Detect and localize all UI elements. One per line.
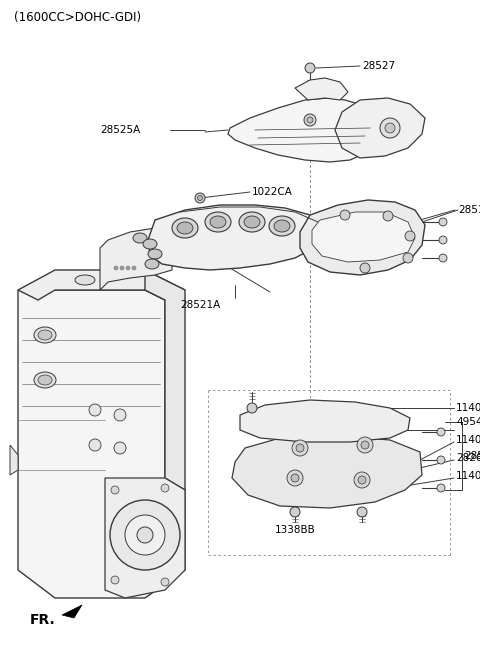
Circle shape [296,444,304,452]
Ellipse shape [38,330,52,340]
Circle shape [195,193,205,203]
Polygon shape [240,400,410,442]
Circle shape [114,266,118,270]
Ellipse shape [239,212,265,232]
Ellipse shape [34,327,56,343]
Polygon shape [145,270,185,490]
Text: 28265: 28265 [456,453,480,463]
Circle shape [89,404,101,416]
Ellipse shape [274,220,290,232]
Circle shape [357,437,373,453]
Polygon shape [228,98,388,162]
Ellipse shape [244,216,260,228]
Text: 28527S: 28527S [464,451,480,461]
Circle shape [287,470,303,486]
Circle shape [120,266,124,270]
Text: (1600CC>DOHC-GDI): (1600CC>DOHC-GDI) [14,12,141,25]
Circle shape [340,210,350,220]
Circle shape [305,63,315,73]
Circle shape [292,440,308,456]
Ellipse shape [172,218,198,238]
Circle shape [111,486,119,494]
Text: 1140FD: 1140FD [456,403,480,413]
Polygon shape [18,270,185,300]
Circle shape [132,266,136,270]
Polygon shape [232,436,422,508]
Ellipse shape [205,212,231,232]
Circle shape [360,263,370,273]
Ellipse shape [38,375,52,385]
Circle shape [247,403,257,413]
Polygon shape [335,98,425,158]
Circle shape [114,409,126,421]
Polygon shape [300,200,425,275]
Circle shape [304,114,316,126]
Text: 49548B: 49548B [456,417,480,427]
Circle shape [439,236,447,244]
Circle shape [437,428,445,436]
Polygon shape [295,78,348,100]
Ellipse shape [177,222,193,234]
Circle shape [161,578,169,586]
Circle shape [383,211,393,221]
Circle shape [385,123,395,133]
Circle shape [437,456,445,464]
Text: 1022CA: 1022CA [252,187,293,197]
Polygon shape [105,478,185,598]
Ellipse shape [145,259,159,269]
Circle shape [437,484,445,492]
Circle shape [290,507,300,517]
Circle shape [125,515,165,555]
Circle shape [114,442,126,454]
Circle shape [89,439,101,451]
Ellipse shape [143,239,157,249]
Text: 28525A: 28525A [100,125,140,135]
Polygon shape [312,212,415,262]
Circle shape [161,484,169,492]
Circle shape [405,231,415,241]
Text: FR.: FR. [30,613,56,627]
Circle shape [439,218,447,226]
Ellipse shape [133,233,147,243]
Text: 11403C: 11403C [456,435,480,445]
Polygon shape [148,205,325,270]
Ellipse shape [75,275,95,285]
Polygon shape [18,290,185,598]
Ellipse shape [210,216,226,228]
Circle shape [403,253,413,263]
Text: 28521A: 28521A [180,300,220,310]
Circle shape [380,118,400,138]
Circle shape [126,266,130,270]
Circle shape [357,507,367,517]
Polygon shape [100,228,172,290]
Circle shape [307,117,313,123]
Circle shape [111,576,119,584]
Text: 11403C: 11403C [456,471,480,481]
Text: 28527: 28527 [362,61,395,71]
Text: 1338BB: 1338BB [275,525,315,535]
Circle shape [361,441,369,449]
Circle shape [137,527,153,543]
Polygon shape [62,605,82,618]
Ellipse shape [269,216,295,236]
Ellipse shape [148,249,162,259]
Circle shape [110,500,180,570]
Polygon shape [10,445,18,475]
Circle shape [354,472,370,488]
Circle shape [291,474,299,482]
Text: 28510C: 28510C [458,205,480,215]
Circle shape [439,254,447,262]
Circle shape [197,196,203,200]
Circle shape [358,476,366,484]
Ellipse shape [34,372,56,388]
